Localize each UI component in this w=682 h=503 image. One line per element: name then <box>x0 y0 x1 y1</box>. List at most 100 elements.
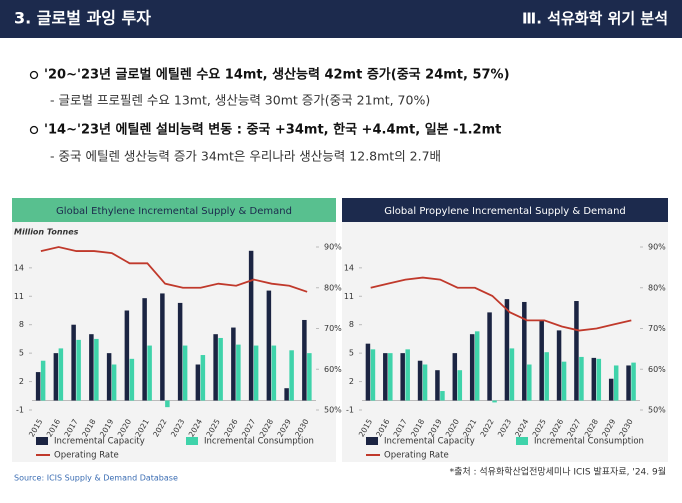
bar <box>165 400 170 408</box>
y-tick-label: -1 <box>346 406 354 415</box>
y-tick-label: 8 <box>349 320 354 329</box>
legend-label: Operating Rate <box>384 451 449 461</box>
bar <box>124 310 130 401</box>
bar <box>284 388 289 401</box>
legend-swatch <box>186 437 198 445</box>
bullet: - 중국 에틸렌 생산능력 증가 34mt은 우리나라 생산능력 12.8mt의… <box>50 149 441 164</box>
bar <box>58 348 64 401</box>
bar <box>474 331 480 401</box>
bar <box>53 353 59 401</box>
bar <box>160 293 165 401</box>
chart-panel <box>12 198 336 462</box>
bar <box>365 343 371 401</box>
y2-tick-label: 80% <box>648 283 666 292</box>
y2-tick-label: 90% <box>324 243 342 252</box>
bar <box>591 357 597 401</box>
y-tick-label: 14 <box>14 263 24 272</box>
y-axis-label: Million Tonnes <box>14 228 79 237</box>
legend-label: Incremental Consumption <box>204 437 314 447</box>
bar <box>422 364 428 401</box>
bar <box>452 353 458 401</box>
bar <box>271 345 277 401</box>
bar <box>195 364 201 401</box>
bar <box>40 360 46 401</box>
bar <box>266 290 272 401</box>
bar <box>218 337 223 401</box>
bar <box>400 353 405 401</box>
operating-rate-line <box>370 276 632 332</box>
header-bar <box>0 0 682 38</box>
legend-label: Incremental Capacity <box>54 437 145 447</box>
bar <box>89 334 94 401</box>
bar <box>469 334 475 401</box>
header-right: Ⅲ. 석유화학 위기 분석 <box>522 10 668 28</box>
bar <box>522 301 527 401</box>
bar <box>236 344 241 401</box>
bar <box>177 302 183 401</box>
bar <box>435 370 440 401</box>
bar <box>417 360 423 401</box>
y2-tick-label: 50% <box>324 406 342 415</box>
legend-swatch <box>516 437 528 445</box>
bullet: '14~'23년 에틸렌 설비능력 변동 : 중국 +34mt, 한국 +4.4… <box>44 122 501 138</box>
bar <box>248 250 254 401</box>
legend-swatch <box>366 437 378 445</box>
bar <box>509 348 515 401</box>
bar <box>106 353 112 401</box>
bar <box>527 364 532 401</box>
bar <box>596 358 602 401</box>
bar <box>307 353 312 401</box>
bar <box>111 364 117 401</box>
y-tick-label: 8 <box>19 320 24 329</box>
chart-title: Global Propylene Incremental Supply & De… <box>384 206 626 217</box>
bar <box>574 301 579 401</box>
legend-label: Operating Rate <box>54 451 119 461</box>
bar <box>289 350 294 401</box>
y2-tick-label: 60% <box>648 365 666 374</box>
source: Source: ICIS Supply & Demand Database <box>14 474 178 483</box>
y-tick-label: 11 <box>344 292 354 301</box>
y-tick-label: 5 <box>19 349 24 358</box>
legend-swatch <box>36 437 48 445</box>
bar <box>147 345 152 401</box>
bar <box>253 345 259 401</box>
legend-label: Incremental Consumption <box>534 437 644 447</box>
bar <box>504 299 510 401</box>
bar <box>213 334 218 401</box>
bar <box>561 361 567 401</box>
legend-label: Incremental Capacity <box>384 437 475 447</box>
y-tick-label: -1 <box>16 406 24 415</box>
y2-tick-label: 80% <box>324 283 342 292</box>
bullet-dot <box>29 70 39 80</box>
bar <box>539 319 544 401</box>
bar <box>608 378 614 401</box>
y-tick-label: 14 <box>344 263 354 272</box>
bullet: - 글로벌 프로필렌 수요 13mt, 생산능력 30mt 증가(중국 21mt… <box>50 93 430 108</box>
bullet-dot <box>29 125 39 135</box>
footnote: *출처 : 석유화학산업전망세미나 ICIS 발표자료, '24. 9월 <box>450 466 666 478</box>
bar <box>142 298 147 401</box>
bar <box>631 362 636 401</box>
bar <box>613 365 619 401</box>
chart-title-bar <box>12 198 336 222</box>
bar <box>457 370 463 401</box>
bar <box>76 339 81 401</box>
bar <box>35 372 41 401</box>
bar <box>302 319 307 401</box>
y2-tick-label: 60% <box>324 365 342 374</box>
bar <box>626 365 631 401</box>
header-left: 3. 글로벌 과잉 투자 <box>14 9 151 28</box>
y2-tick-label: 50% <box>648 406 666 415</box>
bar <box>370 349 376 401</box>
y-tick-label: 2 <box>19 377 24 386</box>
bar <box>544 352 549 401</box>
bar <box>231 327 236 401</box>
bar <box>383 353 388 401</box>
y2-tick-label: 70% <box>648 324 666 333</box>
bar <box>388 353 393 401</box>
y-tick-label: 2 <box>349 377 354 386</box>
y2-tick-label: 90% <box>648 243 666 252</box>
bar <box>71 324 76 401</box>
